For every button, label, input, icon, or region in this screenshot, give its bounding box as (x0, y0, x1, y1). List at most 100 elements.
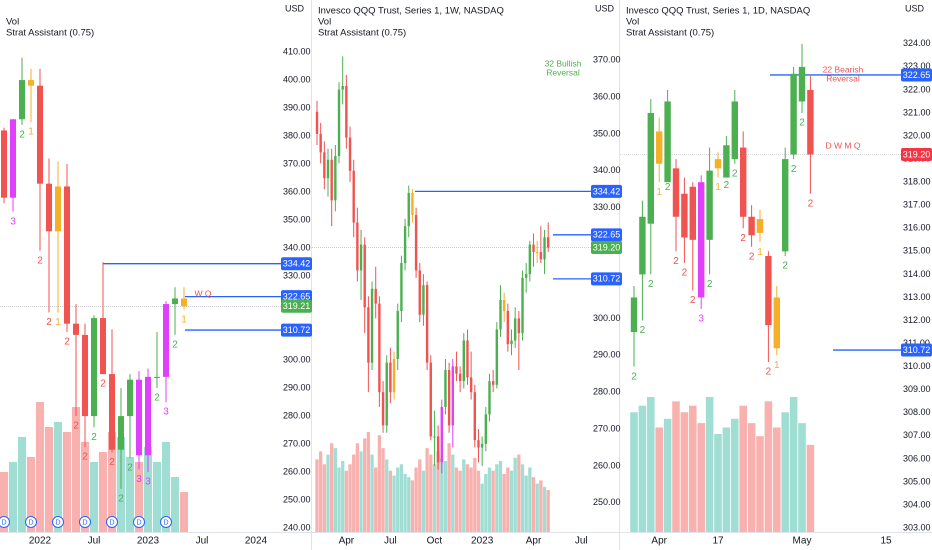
currency-label: USD (595, 3, 615, 13)
strat-label: 2 (673, 256, 679, 267)
candle-body (407, 192, 410, 227)
volume-bar (798, 423, 806, 532)
volume-bar (484, 473, 488, 532)
y-tick-label: 400.00 (283, 74, 311, 84)
y-tick-label: 314.00 (903, 269, 931, 279)
volume-bar (436, 451, 440, 532)
candle-body (714, 159, 722, 169)
strat-label: 2 (799, 118, 805, 129)
candle-body (91, 318, 97, 417)
y-tick-label: 318.00 (903, 177, 931, 187)
price-label-box (591, 228, 622, 242)
volume-bar (462, 459, 466, 532)
candle-body (315, 111, 319, 134)
candle-body (37, 85, 43, 184)
annotation: W Q (195, 288, 212, 298)
strat-label: 2 (109, 457, 115, 468)
volume-bar (789, 397, 798, 532)
volume-bar (392, 475, 396, 532)
candle-body (536, 251, 539, 253)
candle-body (513, 318, 517, 341)
volume-bar (421, 470, 426, 532)
volume-bar (546, 490, 550, 532)
candle-body (543, 237, 546, 260)
candle-body (400, 263, 403, 312)
strat-label: 3 (145, 477, 151, 488)
volume-bar (388, 470, 393, 532)
candle-body (330, 159, 333, 201)
dividend-marker (106, 516, 118, 528)
volume-bar (399, 464, 404, 532)
volume-bar (764, 401, 773, 532)
volume-bar (359, 451, 363, 532)
volume-bar (355, 443, 360, 532)
candle-body (484, 414, 488, 444)
candle-body (73, 323, 79, 335)
volume-bar (348, 464, 352, 532)
volume-bar (377, 435, 382, 532)
volume-bar (458, 470, 462, 532)
candle-body (181, 298, 187, 307)
y-tick-label: 390.00 (283, 102, 311, 112)
y-tick-label: 315.00 (903, 246, 931, 256)
candle-body (790, 73, 797, 155)
volume-bar (26, 457, 36, 532)
annotation: Reversal (826, 73, 860, 83)
candle-body (429, 362, 432, 437)
price-label-box (591, 184, 622, 198)
volume-bar (179, 492, 189, 532)
candle-body (506, 311, 510, 345)
dividend-marker (79, 516, 91, 528)
y-tick-label: 240.00 (283, 522, 311, 532)
volume-bar (520, 464, 525, 532)
candle-body (547, 237, 550, 248)
volume-bar (134, 462, 144, 532)
y-tick-label: 310.00 (903, 361, 931, 371)
candle-body (510, 340, 513, 345)
candle-body (495, 329, 499, 385)
volume-bar (528, 467, 532, 532)
strat-label: 2 (19, 130, 25, 141)
volume-bar (333, 448, 338, 532)
candle-body (689, 186, 696, 240)
price-label-box (281, 323, 312, 337)
annotation: D W M Q (826, 140, 861, 150)
candle-body (109, 374, 115, 450)
y-tick-label: 308.00 (903, 407, 931, 417)
dividend-label: D (136, 519, 141, 526)
strat-label: 2 (127, 463, 133, 474)
candle-body (345, 85, 348, 138)
volume-bar (517, 454, 521, 532)
x-tick-label: Jul (575, 536, 588, 547)
y-tick-label: 303.00 (903, 522, 931, 532)
volume-bar (539, 480, 543, 532)
candle-body (414, 215, 418, 271)
dividend-label: D (163, 519, 168, 526)
strat-label: 3 (10, 216, 16, 227)
candle-body (639, 216, 646, 275)
candle-body (731, 101, 738, 160)
candle-body (782, 159, 789, 252)
strat-label: 3 (163, 407, 169, 418)
volume-bar (89, 462, 99, 532)
volume-bar (62, 432, 72, 532)
volume-bar (337, 467, 341, 532)
volume-bar (469, 467, 473, 532)
candle-body (381, 392, 385, 426)
y-tick-label: 322.00 (903, 84, 931, 94)
x-tick-label: Apr (526, 536, 542, 547)
annotation: 32 Bullish (545, 58, 582, 68)
candle-body (436, 436, 440, 463)
candle-body (706, 170, 713, 240)
candle-body (367, 307, 370, 363)
strat-label: 2 (732, 168, 738, 179)
volume-bar (647, 397, 655, 532)
volume-bar (407, 477, 411, 532)
price-label: 310.72 (903, 345, 931, 355)
candle-body (348, 137, 352, 171)
strat-label: 2 (73, 421, 79, 432)
candle-body (334, 156, 337, 201)
price-label-box (901, 68, 932, 82)
volume-bar (491, 470, 495, 532)
